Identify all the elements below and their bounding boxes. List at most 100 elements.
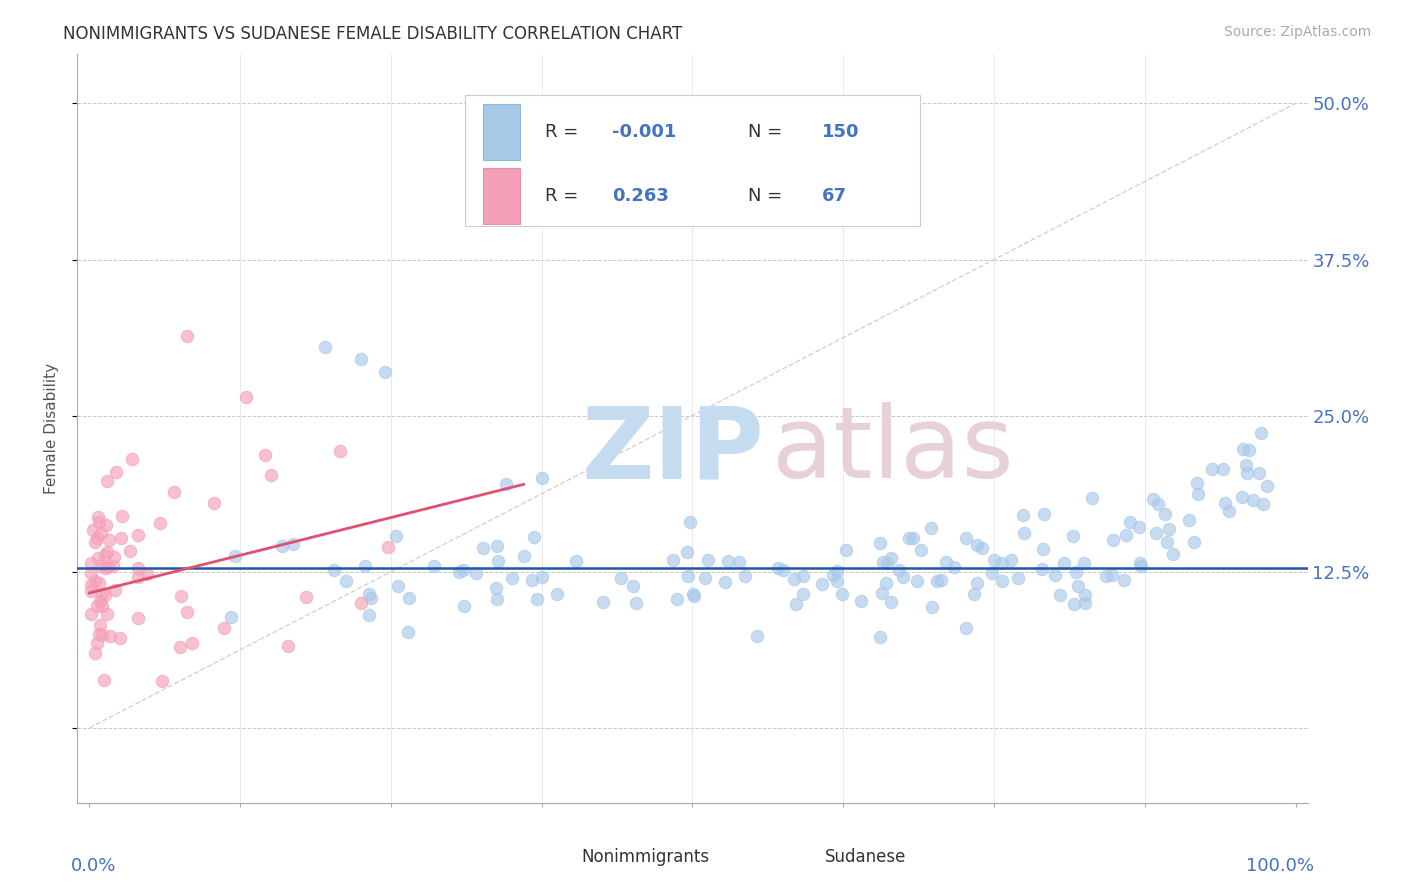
- Point: [849, 593, 872, 607]
- Bar: [785, 843, 815, 871]
- Point: [150, 674, 173, 689]
- Point: [1095, 568, 1118, 582]
- Point: [792, 587, 814, 601]
- Point: [79, 607, 101, 621]
- Point: [821, 567, 844, 582]
- Point: [935, 555, 957, 569]
- Point: [897, 531, 920, 545]
- Point: [149, 516, 172, 531]
- Point: [98, 628, 121, 642]
- Point: [127, 528, 149, 542]
- Text: 100.0%: 100.0%: [1246, 856, 1313, 875]
- Point: [104, 465, 127, 479]
- Point: [1212, 462, 1234, 476]
- Text: Sudanese: Sudanese: [825, 847, 907, 866]
- Point: [219, 610, 242, 624]
- Point: [108, 631, 131, 645]
- Point: [350, 596, 373, 610]
- Point: [94, 561, 117, 575]
- Point: [512, 549, 534, 563]
- Point: [86, 599, 108, 614]
- Point: [905, 574, 928, 589]
- Point: [91, 599, 114, 613]
- Point: [983, 553, 1005, 567]
- Point: [387, 579, 409, 593]
- Text: 150: 150: [821, 123, 859, 141]
- Point: [666, 591, 689, 606]
- Point: [350, 352, 373, 367]
- Y-axis label: Female Disability: Female Disability: [44, 362, 59, 494]
- Point: [384, 529, 406, 543]
- Point: [1147, 497, 1170, 511]
- Point: [235, 390, 257, 404]
- Point: [486, 554, 509, 568]
- Point: [1129, 557, 1152, 571]
- Point: [785, 597, 807, 611]
- Point: [1062, 529, 1084, 543]
- Point: [283, 537, 305, 551]
- Point: [96, 607, 118, 621]
- Point: [1053, 556, 1076, 570]
- Point: [970, 541, 993, 555]
- Point: [1031, 562, 1053, 576]
- Point: [679, 515, 702, 529]
- Point: [1182, 534, 1205, 549]
- Point: [682, 587, 704, 601]
- Point: [87, 627, 110, 641]
- Point: [396, 625, 419, 640]
- Point: [465, 566, 488, 580]
- Point: [1129, 558, 1152, 573]
- Point: [170, 589, 193, 603]
- Point: [1157, 522, 1180, 536]
- Point: [127, 611, 149, 625]
- Point: [1119, 516, 1142, 530]
- Point: [471, 541, 494, 556]
- Point: [963, 587, 986, 601]
- Point: [82, 523, 104, 537]
- Point: [1049, 588, 1071, 602]
- Point: [728, 555, 751, 569]
- Point: [955, 531, 977, 545]
- Point: [626, 596, 648, 610]
- Point: [1161, 547, 1184, 561]
- Point: [87, 551, 110, 566]
- Point: [486, 591, 509, 606]
- Point: [990, 574, 1012, 588]
- Point: [94, 518, 117, 533]
- Point: [79, 556, 101, 570]
- Point: [621, 579, 644, 593]
- Point: [314, 340, 336, 354]
- Point: [1241, 492, 1264, 507]
- Point: [942, 560, 965, 574]
- Point: [1128, 520, 1150, 534]
- Point: [870, 586, 893, 600]
- Text: N =: N =: [748, 123, 787, 141]
- Point: [260, 467, 283, 482]
- Point: [929, 574, 952, 588]
- Point: [683, 589, 706, 603]
- Point: [103, 559, 125, 574]
- Point: [990, 556, 1012, 570]
- Point: [89, 515, 111, 529]
- Point: [745, 629, 768, 643]
- Point: [1213, 496, 1236, 510]
- Point: [1142, 491, 1164, 506]
- Point: [84, 574, 107, 589]
- Point: [212, 621, 235, 635]
- Point: [163, 484, 186, 499]
- Point: [678, 568, 700, 582]
- Text: N =: N =: [748, 187, 787, 205]
- Point: [359, 587, 381, 601]
- Point: [1154, 507, 1177, 521]
- Point: [811, 577, 834, 591]
- Point: [869, 630, 891, 644]
- Point: [96, 545, 118, 559]
- Point: [97, 560, 120, 574]
- Point: [1144, 525, 1167, 540]
- Point: [530, 569, 553, 583]
- Point: [981, 566, 1004, 581]
- Point: [1074, 588, 1097, 602]
- Point: [523, 530, 546, 544]
- Point: [110, 531, 132, 545]
- Point: [831, 587, 853, 601]
